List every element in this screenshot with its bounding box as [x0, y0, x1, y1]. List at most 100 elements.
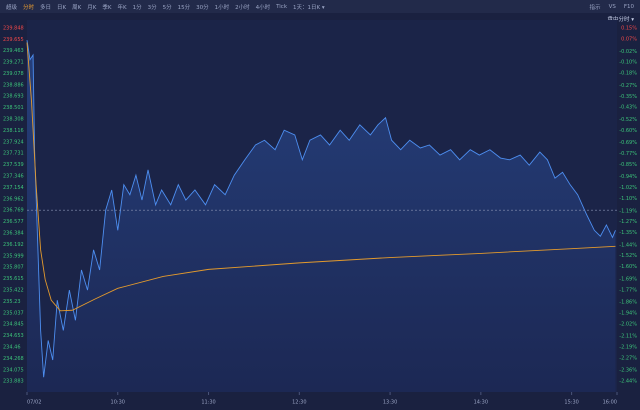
toolbar-item[interactable]: 季K	[102, 4, 112, 11]
toolbar-item[interactable]: 指示	[589, 4, 601, 11]
y-tick-label: 237.924	[3, 139, 24, 145]
average-line	[26, 42, 616, 312]
y-tick-label: 235.807	[3, 265, 24, 271]
toolbar-item[interactable]: 超级	[6, 4, 18, 11]
toolbar-item[interactable]: 周K	[72, 4, 82, 11]
y-tick-label: 235.422	[3, 287, 24, 293]
toolbar-item[interactable]: 15分	[177, 4, 191, 11]
y2-tick-label: -1.86%	[619, 300, 637, 306]
y-tick-label: 235.999	[3, 253, 24, 259]
y-tick-label: 234.075	[3, 367, 24, 373]
y-tick-label: 238.693	[3, 94, 24, 100]
price-line	[26, 40, 616, 378]
x-tick-label: 14:30	[474, 400, 488, 406]
y2-tick-label: 0.07%	[621, 37, 637, 43]
toolbar-right: 指示 VS F10	[582, 0, 634, 13]
y2-tick-label: -1.35%	[619, 230, 637, 236]
y-tick-label: 234.268	[3, 356, 24, 362]
y-tick-label: 237.539	[3, 162, 24, 168]
y-tick-label: 234.653	[3, 333, 24, 339]
y-tick-label: 239.848	[3, 25, 24, 31]
x-tick-label: 07/02	[27, 400, 41, 406]
toolbar-item[interactable]: 2小时	[235, 4, 250, 11]
y2-tick-label: -1.10%	[619, 196, 637, 202]
y2-tick-label: 0.15%	[621, 26, 637, 32]
y2-tick-label: -0.10%	[619, 60, 637, 66]
y2-tick-label: -1.27%	[619, 219, 637, 225]
y-tick-label: 234.845	[3, 322, 24, 328]
y-tick-label: 235.23	[3, 299, 21, 305]
y2-tick-label: -0.02%	[619, 49, 637, 55]
y-tick-label: 238.308	[3, 117, 24, 123]
toolbar: 超级 分时 多日 日K 周K 月K 季K 年K 1分 3分 5分 15分 30分 1小时 2小时 4小时 Tic…	[0, 0, 640, 13]
y2-tick-label: -1.60%	[619, 264, 637, 270]
toolbar-item[interactable]: VS	[608, 3, 616, 10]
toolbar-item[interactable]: 1小时	[214, 4, 230, 11]
y2-tick-label: -0.18%	[619, 71, 637, 77]
y2-tick-label: -1.52%	[619, 253, 637, 259]
y2-tick-label: -0.43%	[619, 105, 637, 111]
y-tick-label: 238.886	[3, 82, 24, 88]
toolbar-item[interactable]: 1天：1日K ▾	[293, 4, 325, 11]
y-tick-label: 237.154	[3, 185, 24, 191]
y-tick-label: 236.962	[3, 196, 24, 202]
x-tick-label: 15:30	[564, 400, 578, 406]
x-tick-label: 10:30	[111, 400, 125, 406]
y2-tick-label: -1.69%	[619, 276, 637, 282]
y2-tick-label: -0.85%	[619, 162, 637, 168]
x-tick-label: 16:00	[603, 400, 617, 406]
y2-tick-label: -2.02%	[619, 321, 637, 327]
y-tick-label: 239.463	[3, 48, 24, 54]
toolbar-item[interactable]: 月K	[87, 4, 97, 11]
toolbar-item[interactable]: 日K	[57, 4, 67, 11]
y2-tick-label: -2.11%	[619, 334, 637, 340]
y2-tick-label: -2.27%	[619, 355, 637, 361]
y2-tick-label: -0.94%	[619, 174, 637, 180]
y2-tick-label: -1.94%	[619, 310, 637, 316]
y-tick-label: 239.078	[3, 71, 24, 77]
y2-tick-label: -1.77%	[619, 287, 637, 293]
y-tick-label: 236.577	[3, 219, 24, 225]
y2-tick-label: -2.36%	[619, 368, 637, 374]
area-fill	[27, 40, 616, 392]
y-tick-label: 237.731	[3, 151, 24, 157]
y2-tick-label: -1.02%	[619, 185, 637, 191]
toolbar-item[interactable]: 年K	[117, 4, 127, 11]
y2-tick-label: -0.69%	[619, 140, 637, 146]
y-tick-label: 238.501	[3, 105, 24, 111]
y2-tick-label: -0.35%	[619, 94, 637, 100]
y-tick-label: 239.271	[3, 59, 24, 65]
x-tick-label: 13:30	[383, 400, 397, 406]
y2-tick-label: -2.19%	[619, 345, 637, 351]
y-tick-label: 233.883	[3, 379, 24, 385]
toolbar-item[interactable]: 多日	[40, 4, 52, 11]
y2-tick-label: -0.60%	[619, 128, 637, 134]
x-tick-label: 11:30	[201, 400, 215, 406]
y-tick-label: 236.769	[3, 208, 24, 214]
y-tick-label: 235.037	[3, 310, 24, 316]
x-tick-label: 12:30	[292, 400, 306, 406]
toolbar-item[interactable]: 5分	[162, 4, 172, 11]
toolbar-item[interactable]: 1分	[132, 4, 142, 11]
y2-tick-label: -0.27%	[619, 83, 637, 89]
y-tick-label: 238.116	[3, 128, 24, 134]
panel-label[interactable]: 盘中分时 ▾	[607, 17, 634, 23]
y-tick-label: 237.346	[3, 174, 24, 180]
y2-tick-label: -0.52%	[619, 117, 637, 123]
toolbar-item[interactable]: F10	[623, 3, 634, 10]
toolbar-item[interactable]: 4小时	[255, 4, 271, 11]
toolbar-item[interactable]: Tick	[276, 3, 288, 10]
toolbar-item[interactable]: 3分	[147, 4, 157, 11]
y2-tick-label: -2.44%	[619, 379, 637, 385]
y-tick-label: 234.46	[3, 344, 21, 350]
y-tick-label: 239.655	[3, 37, 24, 43]
y2-tick-label: -1.19%	[619, 208, 637, 214]
y-tick-label: 236.192	[3, 242, 24, 248]
y2-tick-label: -0.77%	[619, 151, 637, 157]
toolbar-item[interactable]: 30分	[196, 4, 209, 11]
y-tick-label: 236.384	[3, 231, 24, 237]
y2-tick-label: -1.44%	[619, 242, 637, 248]
toolbar-item[interactable]: 分时	[23, 4, 35, 11]
